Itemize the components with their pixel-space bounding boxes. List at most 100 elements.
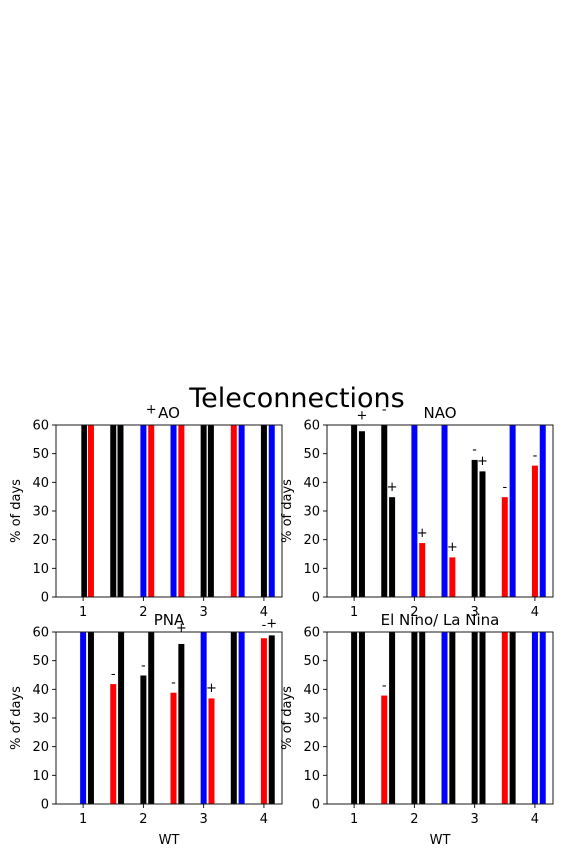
bar — [538, 632, 547, 804]
significance-annotation: + — [417, 526, 428, 541]
bar — [350, 632, 359, 804]
significance-annotation: + — [206, 681, 217, 696]
y-tick-label: 10 — [303, 562, 320, 577]
bar — [470, 632, 479, 804]
x-tick-label: 3 — [200, 812, 208, 827]
bar — [139, 425, 148, 597]
x-tick-label: 1 — [79, 812, 87, 827]
bar — [259, 637, 268, 804]
x-tick-label: 3 — [471, 605, 479, 620]
bar — [207, 697, 216, 804]
significance-annotation: + — [146, 403, 157, 418]
y-tick-label: 60 — [303, 419, 320, 434]
y-tick-label: 10 — [32, 562, 49, 577]
significance-annotation: - — [262, 618, 267, 633]
bar — [508, 632, 517, 804]
significance-annotation: + — [176, 621, 187, 636]
significance-annotation: - — [382, 678, 387, 693]
bar — [357, 430, 366, 597]
bar — [86, 425, 95, 597]
bar — [237, 425, 246, 597]
x-tick-label: 2 — [139, 605, 147, 620]
bar — [440, 632, 449, 804]
y-tick-label: 40 — [32, 683, 49, 698]
bar — [530, 464, 539, 597]
subplot-title: AO — [158, 404, 180, 422]
y-tick-label: 40 — [303, 476, 320, 491]
subplot-title: El Nino/ La Nina — [381, 611, 500, 629]
x-tick-label: 4 — [260, 605, 268, 620]
bar — [79, 632, 88, 804]
y-tick-label: 10 — [303, 769, 320, 784]
x-tick-label: 4 — [531, 812, 539, 827]
bar — [448, 556, 457, 597]
y-axis-label: % of days — [280, 686, 295, 750]
bar — [147, 632, 156, 804]
y-tick-label: 60 — [32, 419, 49, 434]
bar — [86, 632, 95, 804]
bar — [109, 425, 118, 597]
x-tick-label: 1 — [350, 812, 358, 827]
bar — [380, 425, 389, 597]
significance-annotation: - — [502, 480, 507, 495]
significance-annotation: + — [477, 454, 488, 469]
bar-group — [350, 425, 547, 597]
bar-group — [350, 632, 547, 804]
bar — [350, 425, 359, 597]
bar — [237, 632, 246, 804]
y-tick-label: 60 — [32, 626, 49, 641]
y-tick-label: 30 — [303, 505, 320, 520]
bar — [530, 632, 539, 804]
y-tick-label: 0 — [312, 798, 320, 813]
subplot-4: 0 10 20 30 40 50 60 1 2 3 4 - El Nino/ La Nina % of d… — [280, 611, 554, 848]
subplot-1: 0 10 20 30 40 50 60 1 2 3 4 + AO % of days — [9, 403, 283, 620]
x-tick-label: 2 — [139, 812, 147, 827]
bar — [229, 632, 238, 804]
y-tick-label: 50 — [32, 447, 49, 462]
y-tick-label: 50 — [303, 447, 320, 462]
significance-annotation: - — [141, 658, 146, 673]
y-axis-label: % of days — [9, 479, 24, 543]
x-tick-label: 2 — [410, 812, 418, 827]
x-axis-label: WT — [430, 833, 451, 848]
bar — [500, 496, 509, 597]
bar — [117, 632, 126, 804]
significance-annotation: - — [171, 675, 176, 690]
y-tick-label: 50 — [303, 654, 320, 669]
x-axis-label: WT — [159, 833, 180, 848]
x-tick-label: 2 — [410, 605, 418, 620]
y-tick-label: 50 — [32, 654, 49, 669]
bar — [147, 425, 156, 597]
bar — [109, 683, 118, 804]
bar — [538, 425, 547, 597]
bar — [357, 632, 366, 804]
bar — [177, 425, 186, 597]
bar — [229, 425, 238, 597]
bar — [199, 632, 208, 804]
y-tick-label: 60 — [303, 626, 320, 641]
bar — [388, 632, 397, 804]
bar — [388, 496, 397, 597]
y-axis-label: % of days — [280, 479, 295, 543]
bar — [380, 694, 389, 804]
bar — [418, 542, 427, 597]
bar — [418, 632, 427, 804]
y-tick-label: 40 — [303, 683, 320, 698]
bar — [139, 674, 148, 804]
bar — [259, 425, 268, 597]
significance-annotation: - — [111, 667, 116, 682]
y-tick-label: 20 — [303, 533, 320, 548]
y-tick-label: 30 — [32, 505, 49, 520]
bar — [500, 632, 509, 804]
bar — [267, 425, 276, 597]
x-tick-label: 1 — [79, 605, 87, 620]
significance-annotation: - — [382, 403, 387, 418]
x-tick-label: 4 — [531, 605, 539, 620]
bar — [440, 425, 449, 597]
subplot-title: NAO — [423, 404, 456, 422]
bar — [470, 458, 479, 597]
y-tick-label: 0 — [312, 591, 320, 606]
bar — [448, 632, 457, 804]
